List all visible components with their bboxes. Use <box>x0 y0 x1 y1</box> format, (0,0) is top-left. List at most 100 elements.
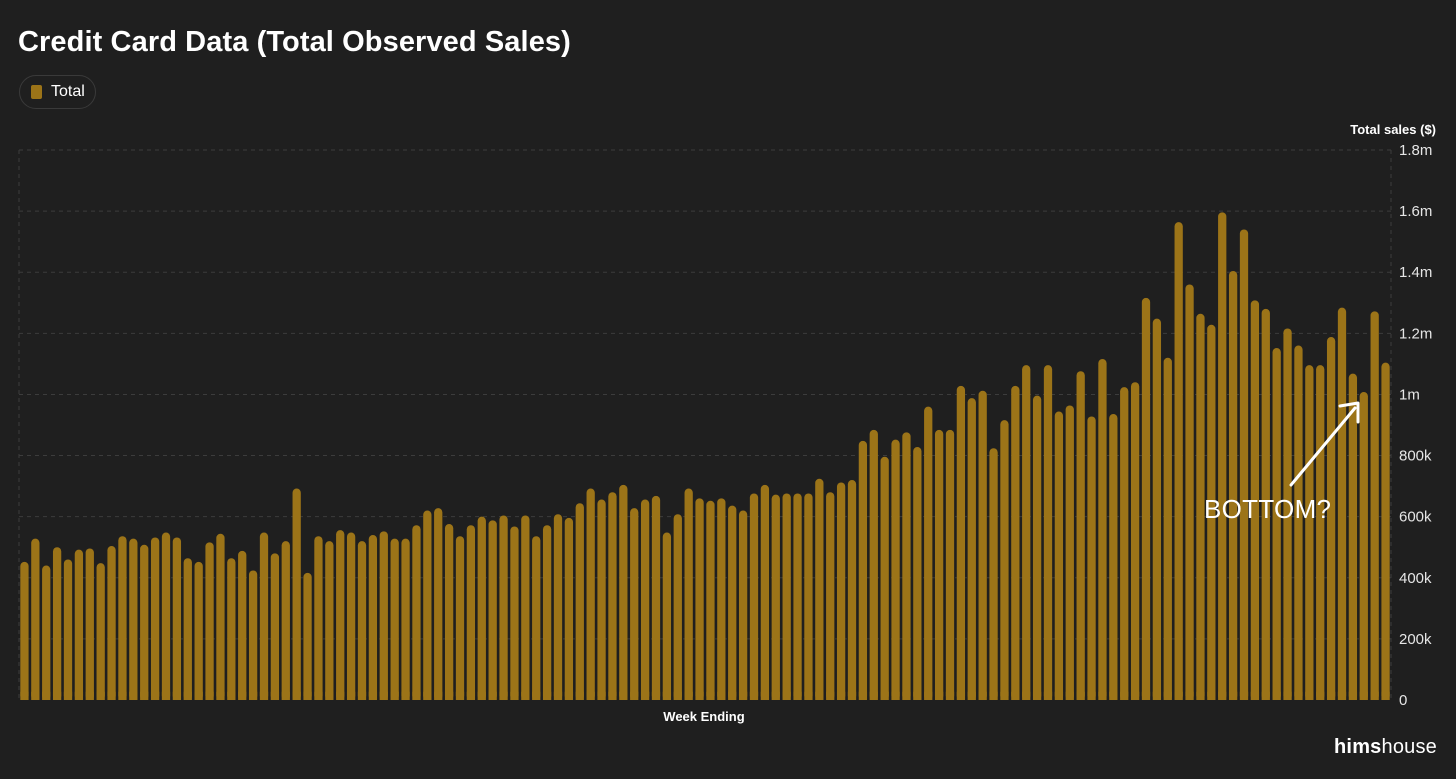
bar[interactable] <box>1261 308 1270 700</box>
bar[interactable] <box>1283 328 1292 700</box>
bar[interactable] <box>836 482 846 700</box>
bar[interactable] <box>978 390 987 700</box>
bar[interactable] <box>1272 348 1281 700</box>
bar[interactable] <box>630 508 639 700</box>
bar[interactable] <box>793 493 802 700</box>
bar[interactable] <box>956 385 966 700</box>
bar[interactable] <box>1218 212 1227 700</box>
bar[interactable] <box>608 492 617 700</box>
bar[interactable] <box>695 498 704 700</box>
bar[interactable] <box>205 542 214 700</box>
bar[interactable] <box>281 541 290 700</box>
bar[interactable] <box>804 493 813 700</box>
bar[interactable] <box>216 533 225 700</box>
bar[interactable] <box>129 538 138 700</box>
bar[interactable] <box>423 510 432 700</box>
bar[interactable] <box>924 406 933 700</box>
bar[interactable] <box>913 447 922 700</box>
bar[interactable] <box>1337 307 1347 700</box>
bar[interactable] <box>510 526 519 700</box>
bar[interactable] <box>1250 300 1260 700</box>
bar[interactable] <box>564 517 574 700</box>
bar[interactable] <box>771 494 780 700</box>
bar[interactable] <box>902 432 911 700</box>
bar[interactable] <box>357 541 367 700</box>
bar[interactable] <box>1043 365 1053 700</box>
bar[interactable] <box>292 488 301 700</box>
bar[interactable] <box>444 524 454 700</box>
bar[interactable] <box>945 429 955 700</box>
legend-item-total[interactable]: Total <box>19 75 96 109</box>
bar[interactable] <box>314 536 323 700</box>
bar[interactable] <box>85 548 94 700</box>
bar[interactable] <box>738 510 748 700</box>
bar[interactable] <box>1098 359 1107 700</box>
bar[interactable] <box>20 561 29 700</box>
bar[interactable] <box>717 498 726 700</box>
bar[interactable] <box>42 565 51 700</box>
bar[interactable] <box>640 499 650 700</box>
bar[interactable] <box>1294 345 1303 700</box>
bar[interactable] <box>1174 222 1183 701</box>
bar[interactable] <box>194 561 203 700</box>
bar[interactable] <box>1076 371 1085 700</box>
bar[interactable] <box>227 558 236 700</box>
bar[interactable] <box>259 532 269 700</box>
bar[interactable] <box>238 550 247 700</box>
bar[interactable] <box>303 572 312 700</box>
bar[interactable] <box>1359 392 1368 700</box>
bar[interactable] <box>150 537 160 700</box>
bar[interactable] <box>412 525 421 700</box>
bar[interactable] <box>1370 311 1379 700</box>
bar[interactable] <box>1305 365 1314 700</box>
bar[interactable] <box>466 525 476 700</box>
bar[interactable] <box>488 520 497 700</box>
bar[interactable] <box>706 500 715 700</box>
bar[interactable] <box>869 429 878 700</box>
bar[interactable] <box>1152 318 1162 700</box>
bar[interactable] <box>1196 313 1205 700</box>
bar[interactable] <box>1228 271 1238 700</box>
bar[interactable] <box>270 553 280 700</box>
bar[interactable] <box>1054 411 1064 700</box>
bar[interactable] <box>1032 395 1042 700</box>
bar[interactable] <box>673 514 682 700</box>
bar[interactable] <box>1120 387 1129 700</box>
bar[interactable] <box>1109 414 1118 700</box>
bar[interactable] <box>619 484 628 700</box>
bar[interactable] <box>499 515 508 700</box>
bar[interactable] <box>477 516 486 700</box>
bar[interactable] <box>434 508 443 700</box>
bar[interactable] <box>782 493 791 700</box>
bar[interactable] <box>521 515 530 700</box>
bar[interactable] <box>858 440 868 700</box>
bar[interactable] <box>684 488 693 700</box>
bar[interactable] <box>1316 365 1325 700</box>
bar[interactable] <box>1065 405 1074 700</box>
bar[interactable] <box>74 549 84 700</box>
bar[interactable] <box>455 536 465 700</box>
bar[interactable] <box>728 505 737 700</box>
bar[interactable] <box>891 439 900 700</box>
bar[interactable] <box>586 488 595 700</box>
bar[interactable] <box>815 478 824 700</box>
bar[interactable] <box>749 493 759 700</box>
bar[interactable] <box>31 538 40 700</box>
bar[interactable] <box>107 546 116 700</box>
bar[interactable] <box>401 538 410 700</box>
bar[interactable] <box>52 547 62 700</box>
bar[interactable] <box>1022 365 1031 700</box>
bar[interactable] <box>379 531 388 700</box>
bar[interactable] <box>1207 324 1216 700</box>
bar[interactable] <box>1163 357 1172 700</box>
bar[interactable] <box>1326 337 1336 700</box>
bar[interactable] <box>1348 373 1358 700</box>
bar[interactable] <box>1239 229 1249 700</box>
bar[interactable] <box>934 429 944 700</box>
bar[interactable] <box>1000 420 1009 700</box>
bar[interactable] <box>597 499 606 700</box>
bar[interactable] <box>1141 297 1151 700</box>
bar[interactable] <box>847 480 857 700</box>
bar[interactable] <box>390 538 399 700</box>
bar[interactable] <box>1381 362 1390 700</box>
